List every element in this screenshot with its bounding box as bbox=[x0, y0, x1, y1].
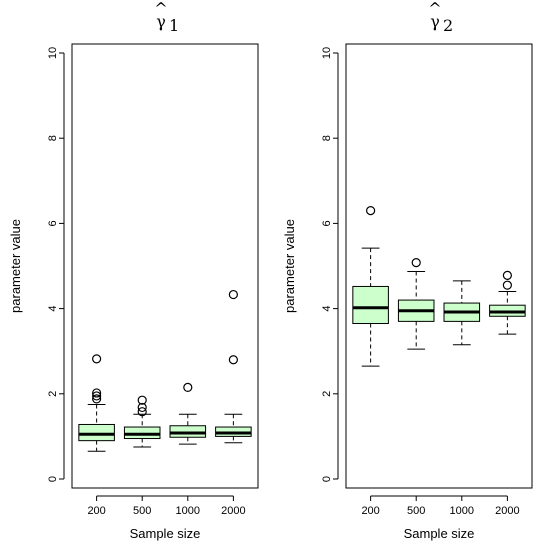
outlier-point bbox=[228, 355, 238, 365]
box-200 bbox=[352, 206, 389, 367]
outlier-point bbox=[137, 395, 147, 405]
iqr-box bbox=[352, 285, 389, 325]
y-tick-label: 6 bbox=[321, 220, 333, 226]
outlier-point bbox=[228, 289, 238, 300]
outlier-point bbox=[92, 354, 102, 364]
panel-title-subscript: 1 bbox=[169, 16, 179, 35]
x-axis-title: Sample size bbox=[130, 526, 201, 541]
y-tick-label: 10 bbox=[321, 47, 333, 59]
x-tick-label: 200 bbox=[87, 505, 105, 517]
outlier-point bbox=[92, 391, 102, 401]
panel-1: 0 2 4 6 8 10 200 500 1000 2000 Sample size paramete… bbox=[8, 0, 259, 541]
plot-frame bbox=[345, 43, 533, 489]
x-tick-label: 1000 bbox=[176, 505, 200, 517]
box-1000 bbox=[169, 382, 207, 445]
y-tick-label: 2 bbox=[321, 391, 333, 397]
x-tick-label: 2000 bbox=[495, 505, 519, 517]
panel-2: 0 2 4 6 8 10 200 500 1000 2000 Sample size paramete… bbox=[282, 0, 533, 541]
y-axis-title: parameter value bbox=[8, 219, 23, 313]
y-tick-label: 10 bbox=[47, 47, 59, 59]
outlier-point bbox=[183, 382, 193, 393]
plot-frame bbox=[71, 43, 259, 489]
box-500 bbox=[123, 395, 161, 448]
y-tick-label: 0 bbox=[47, 476, 59, 482]
x-axis-title: Sample size bbox=[404, 526, 475, 541]
outlier-point bbox=[137, 407, 147, 417]
panel-title: γ bbox=[430, 12, 440, 31]
y-axis-title: parameter value bbox=[282, 219, 297, 313]
outlier-point bbox=[502, 280, 512, 290]
y-tick-label: 4 bbox=[321, 306, 333, 312]
box-2000 bbox=[489, 270, 526, 335]
x-tick-label: 500 bbox=[407, 505, 425, 517]
outlier-point bbox=[92, 394, 102, 404]
outlier-point bbox=[366, 206, 376, 216]
panel-title-hat: ^ bbox=[428, 0, 441, 18]
y-tick-label: 8 bbox=[47, 135, 59, 141]
x-tick-label: 500 bbox=[133, 505, 151, 517]
x-tick-label: 200 bbox=[361, 505, 379, 517]
box-200 bbox=[78, 354, 115, 452]
panel-title-hat: ^ bbox=[154, 0, 167, 18]
outlier-point bbox=[92, 388, 102, 398]
x-tick-label: 2000 bbox=[221, 505, 245, 517]
box-1000 bbox=[443, 280, 481, 346]
y-tick-label: 8 bbox=[321, 135, 333, 141]
x-tick-label: 1000 bbox=[450, 505, 474, 517]
panel-title-subscript: 2 bbox=[443, 16, 453, 35]
y-tick-label: 4 bbox=[47, 306, 59, 312]
box-2000 bbox=[215, 289, 252, 444]
outlier-point bbox=[411, 257, 421, 268]
y-tick-label: 0 bbox=[321, 476, 333, 482]
box-500 bbox=[397, 257, 435, 350]
iqr-box bbox=[78, 423, 115, 442]
y-tick-label: 2 bbox=[47, 391, 59, 397]
outlier-point bbox=[137, 402, 147, 413]
y-tick-label: 6 bbox=[47, 220, 59, 226]
panel-title: γ bbox=[156, 12, 166, 31]
outlier-point bbox=[502, 270, 512, 280]
